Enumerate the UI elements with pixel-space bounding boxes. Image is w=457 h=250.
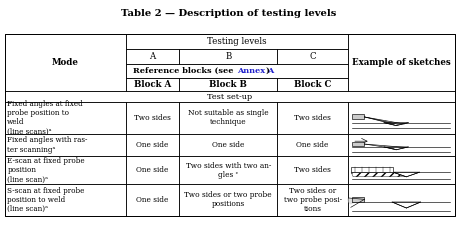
Bar (5, 34, 455, 216)
Bar (348, 34, 455, 91)
Text: One side: One side (297, 141, 329, 149)
Text: Block A: Block A (133, 80, 171, 89)
Text: Fixed angles at fixed
probe position to
weld
(line scans)ᵃ: Fixed angles at fixed probe position to … (7, 100, 83, 136)
Bar (5, 156, 126, 184)
Text: Two sides: Two sides (134, 114, 171, 122)
Bar (179, 49, 277, 64)
Bar (179, 156, 277, 184)
Text: Two sides: Two sides (294, 166, 331, 174)
Bar (277, 102, 348, 134)
Polygon shape (392, 202, 421, 208)
Text: S-scan at fixed probe
position to weld
(line scan)ᵃ: S-scan at fixed probe position to weld (… (7, 187, 85, 213)
Text: One side: One side (136, 141, 169, 149)
Bar (179, 184, 277, 216)
Bar (348, 184, 455, 216)
Text: Testing levels: Testing levels (207, 37, 266, 46)
Bar (352, 114, 364, 119)
Text: Two sides with two an-
gles ᶜ: Two sides with two an- gles ᶜ (186, 162, 271, 179)
Text: One side: One side (212, 141, 244, 149)
Text: Two sides: Two sides (294, 114, 331, 122)
Bar (5, 34, 126, 91)
Bar (126, 78, 179, 91)
Text: Not suitable as single
technique: Not suitable as single technique (188, 109, 269, 126)
Bar (126, 102, 179, 134)
Polygon shape (347, 198, 364, 204)
Bar (277, 49, 348, 64)
Bar (351, 167, 393, 172)
Bar (179, 102, 277, 134)
Text: B: B (225, 52, 231, 61)
Text: Test set-up: Test set-up (207, 92, 252, 100)
Text: Example of sketches: Example of sketches (352, 58, 451, 67)
Bar (352, 197, 364, 202)
Bar (126, 49, 179, 64)
Text: Block C: Block C (294, 80, 331, 89)
Bar (277, 134, 348, 156)
Bar (126, 34, 348, 49)
Text: ): ) (266, 67, 269, 75)
Text: Table 2 — Description of testing levels: Table 2 — Description of testing levels (121, 9, 336, 18)
Bar (5, 134, 126, 156)
Text: One side: One side (136, 196, 169, 204)
Bar (126, 134, 179, 156)
Text: Annex A: Annex A (237, 67, 274, 75)
Bar (179, 134, 277, 156)
Bar (126, 184, 179, 216)
Bar (179, 78, 277, 91)
Bar (126, 156, 179, 184)
Text: Mode: Mode (52, 58, 79, 67)
Bar (5, 184, 126, 216)
Polygon shape (384, 123, 409, 126)
Text: A: A (149, 52, 155, 61)
Polygon shape (384, 147, 409, 150)
Bar (348, 156, 455, 184)
Text: Reference blocks (see Annex A): Reference blocks (see Annex A) (165, 67, 309, 75)
Bar (277, 156, 348, 184)
Bar (126, 64, 348, 78)
Text: Two sides or two probe
positions: Two sides or two probe positions (185, 191, 272, 208)
Bar (5, 91, 455, 102)
Bar (277, 78, 348, 91)
Text: Two sides or
two probe posi-
tions: Two sides or two probe posi- tions (284, 187, 342, 213)
Text: Fixed angles with ras-
ter scanningᵃ: Fixed angles with ras- ter scanningᵃ (7, 136, 88, 154)
Polygon shape (393, 172, 420, 177)
Text: Block B: Block B (209, 80, 247, 89)
Text: One side: One side (136, 166, 169, 174)
Bar (277, 184, 348, 216)
Text: C: C (309, 52, 316, 61)
Bar (348, 134, 455, 156)
Text: Reference blocks (see: Reference blocks (see (133, 67, 237, 75)
Bar (352, 142, 364, 146)
Text: E-scan at fixed probe
position
(line scan)ᵃ: E-scan at fixed probe position (line sca… (7, 157, 85, 184)
Bar (5, 102, 126, 134)
Bar (348, 102, 455, 134)
